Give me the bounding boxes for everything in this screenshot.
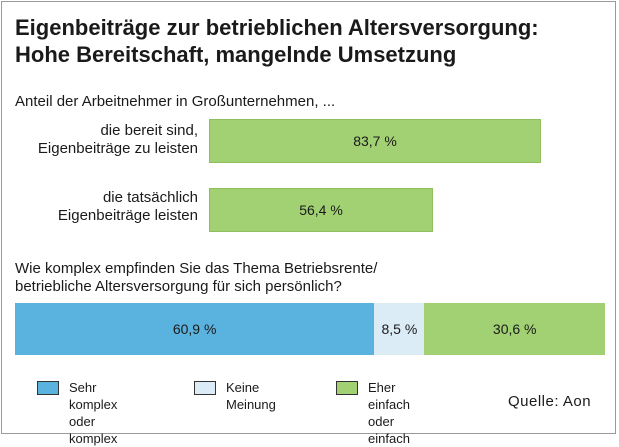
bar-value-actual: 56,4 % xyxy=(299,202,343,218)
segment-complex xyxy=(15,303,375,355)
segment-simple xyxy=(424,303,605,355)
segment-value-no-opinion: 8,5 % xyxy=(381,321,418,337)
source-note: Quelle: Aon xyxy=(508,393,592,410)
segment-value-simple: 30,6 % xyxy=(492,321,537,337)
bar-label-actual: die tatsächlich Eigenbeiträge leisten xyxy=(57,189,198,224)
bar-willing xyxy=(209,119,541,163)
chart-subtitle: Anteil der Arbeitnehmer in Großunternehm… xyxy=(15,93,336,110)
survey-question: Wie komplex empfinden Sie das Thema Betr… xyxy=(15,260,378,295)
chart-title: Eigenbeiträge zur betrieblichen Altersve… xyxy=(15,15,539,67)
legend-swatch-no-opinion xyxy=(194,381,216,395)
stacked-bar: 60,9 % 8,5 % 30,6 % xyxy=(15,303,605,355)
bar-value-willing: 83,7 % xyxy=(353,133,397,149)
legend-label-no-opinion: Keine Meinung xyxy=(226,380,276,412)
segment-value-complex: 60,9 % xyxy=(172,321,217,337)
legend-swatch-simple xyxy=(336,381,358,395)
segment-no-opinion xyxy=(374,303,425,355)
legend-swatch-complex xyxy=(37,381,59,395)
bar-actual xyxy=(209,188,433,232)
bar-label-willing: die bereit sind, Eigenbeiträge zu leiste… xyxy=(37,122,198,157)
